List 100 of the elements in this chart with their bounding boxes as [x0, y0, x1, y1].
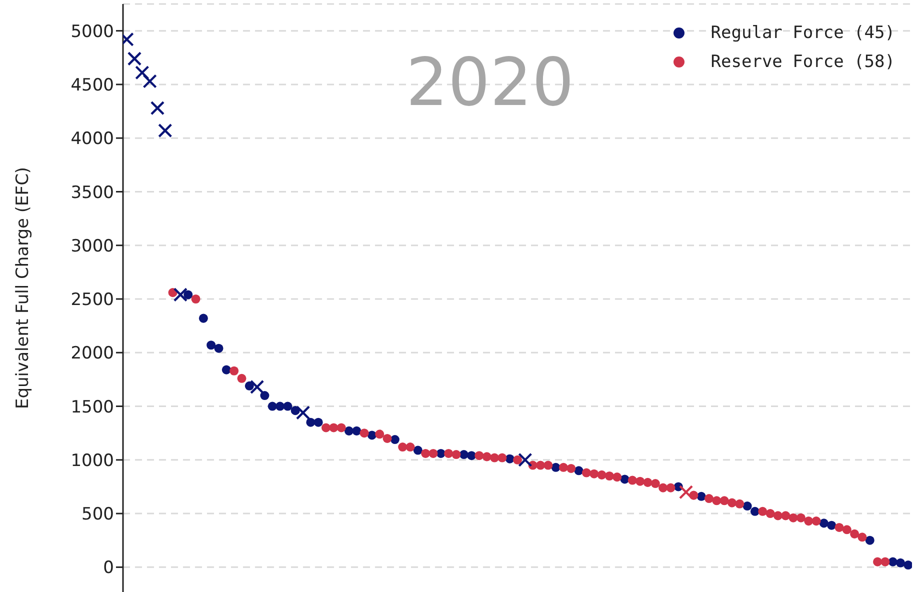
y-tick-label: 1000	[70, 450, 114, 471]
point	[467, 451, 476, 460]
point	[283, 402, 292, 411]
y-tick-label: 3000	[70, 236, 114, 256]
point	[329, 423, 338, 432]
point	[360, 428, 369, 438]
point	[750, 506, 760, 516]
point	[382, 434, 392, 443]
point	[222, 365, 231, 374]
y-tick-label: 4000	[70, 129, 114, 150]
point	[628, 476, 637, 485]
point	[237, 374, 246, 383]
point	[518, 452, 532, 468]
point	[796, 513, 806, 522]
point	[658, 483, 668, 492]
point	[858, 532, 867, 542]
point	[206, 340, 216, 350]
point	[904, 560, 912, 570]
point	[184, 290, 193, 300]
point	[704, 494, 714, 504]
point	[428, 448, 438, 458]
point	[582, 468, 591, 478]
point	[135, 66, 150, 80]
point	[865, 536, 874, 545]
point	[336, 423, 346, 432]
text: 2020	[405, 44, 575, 121]
point	[781, 511, 790, 520]
y-tick-label: 3500	[70, 182, 114, 203]
point	[612, 472, 622, 482]
point	[720, 496, 729, 506]
point	[873, 557, 882, 566]
point	[390, 435, 400, 444]
y-tick-label: 1500	[70, 397, 114, 418]
point	[896, 558, 906, 568]
point	[314, 418, 323, 427]
point	[406, 442, 415, 452]
y-tick-label: 500	[82, 504, 114, 525]
point	[352, 426, 362, 436]
point	[452, 450, 461, 460]
point	[421, 448, 430, 458]
point	[766, 509, 775, 518]
point	[597, 470, 606, 480]
point	[413, 446, 422, 455]
point	[191, 294, 200, 304]
point	[260, 391, 270, 400]
point	[566, 464, 576, 473]
point	[230, 366, 239, 376]
point	[590, 469, 599, 478]
point	[678, 484, 694, 500]
point	[490, 453, 500, 462]
point	[742, 502, 752, 511]
point	[474, 451, 484, 460]
point	[544, 460, 553, 470]
point	[650, 479, 660, 488]
point	[127, 52, 142, 66]
point	[268, 402, 277, 411]
point	[558, 462, 568, 472]
point	[804, 516, 814, 526]
point	[150, 100, 165, 116]
point	[344, 426, 354, 436]
point	[250, 380, 264, 394]
y-tick-label: 2500	[70, 290, 114, 310]
point	[880, 557, 890, 566]
point	[666, 483, 676, 492]
point	[636, 476, 645, 486]
point	[375, 430, 384, 439]
point	[276, 402, 285, 411]
y-tick-label: 5000	[70, 22, 114, 42]
legend-label: Regular Force (45)	[710, 22, 895, 42]
point	[214, 344, 224, 353]
point	[536, 460, 545, 470]
point	[482, 452, 492, 462]
point	[296, 406, 310, 420]
y-tick-label: 4500	[70, 75, 114, 96]
point	[727, 498, 736, 508]
point	[604, 471, 614, 481]
point	[812, 516, 821, 526]
point	[198, 314, 208, 323]
point	[398, 442, 408, 452]
legend-label: Reserve Force (58)	[710, 52, 895, 72]
point	[773, 511, 782, 520]
point	[788, 513, 798, 522]
point	[850, 529, 860, 538]
point	[444, 448, 454, 458]
point	[827, 520, 836, 530]
point	[834, 522, 844, 532]
y-tick-label: 2000	[70, 344, 114, 364]
point	[244, 381, 254, 390]
point	[712, 496, 722, 506]
y-axis-title: Equivalent Full Charge (EFC)	[13, 166, 34, 409]
point	[735, 499, 744, 508]
point	[498, 453, 507, 462]
y-tick-label: 0	[103, 558, 114, 578]
point	[142, 74, 157, 88]
point	[306, 418, 316, 427]
point	[643, 478, 652, 487]
point	[173, 288, 188, 302]
point	[842, 525, 852, 534]
point	[758, 506, 768, 516]
point	[321, 423, 331, 432]
